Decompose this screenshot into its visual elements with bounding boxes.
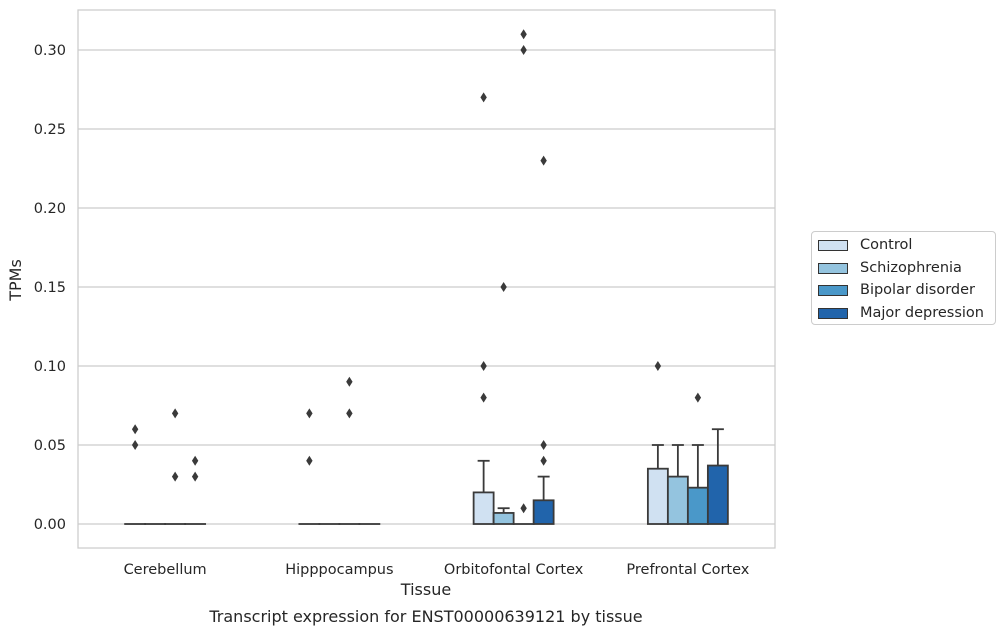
legend-label-bipolar-disorder: Bipolar disorder bbox=[860, 282, 975, 298]
legend-swatch-major-depression bbox=[818, 307, 848, 319]
outlier-point bbox=[346, 376, 353, 387]
outlier-point bbox=[694, 392, 702, 403]
y-tick-label: 0.20 bbox=[34, 201, 66, 217]
outlier-point bbox=[346, 408, 353, 419]
bar bbox=[686, 486, 709, 525]
y-tick-label: 0.00 bbox=[34, 517, 66, 533]
legend-item-major-depression: Major depression bbox=[818, 303, 984, 323]
bar bbox=[472, 491, 495, 525]
legend-label-control: Control bbox=[860, 237, 913, 253]
plot-area-frame bbox=[77, 9, 776, 549]
outlier-point bbox=[306, 408, 313, 419]
y-tick-label: 0.05 bbox=[34, 438, 66, 454]
outlier-point bbox=[654, 361, 662, 371]
y-tick-label: 0.10 bbox=[34, 359, 66, 375]
x-tick-label: Cerebellum bbox=[124, 562, 207, 578]
outlier-point bbox=[131, 440, 139, 450]
y-tick-label: 0.25 bbox=[34, 122, 66, 138]
legend-swatch-schizophrenia bbox=[818, 262, 848, 274]
x-tick-label: Hipppocampus bbox=[285, 562, 393, 578]
outlier-point bbox=[171, 408, 179, 419]
y-axis-label: TPMs bbox=[6, 259, 25, 302]
legend-label-major-depression: Major depression bbox=[860, 305, 984, 321]
x-tick-label: Orbitofontal Cortex bbox=[444, 562, 584, 578]
outlier-point bbox=[540, 440, 547, 450]
outlier-point bbox=[540, 455, 547, 466]
outlier-point bbox=[500, 282, 507, 292]
x-tick-label: Prefrontal Cortex bbox=[626, 562, 749, 578]
data-marks bbox=[124, 29, 729, 525]
legend-swatch-bipolar-disorder bbox=[818, 284, 848, 296]
outlier-point bbox=[191, 455, 199, 466]
y-tick-label: 0.30 bbox=[34, 43, 66, 59]
bar bbox=[646, 467, 669, 525]
legend-item-control: Control bbox=[818, 235, 912, 255]
legend-item-bipolar-disorder: Bipolar disorder bbox=[818, 280, 975, 300]
outlier-point bbox=[540, 155, 547, 166]
outlier-point bbox=[171, 471, 179, 482]
outlier-point bbox=[520, 45, 527, 55]
chart-title: Transcript expression for ENST0000063912… bbox=[208, 607, 642, 626]
outlier-point bbox=[306, 455, 313, 466]
bar bbox=[532, 499, 555, 525]
tick-labels: 0.00 0.05 0.10 0.15 0.20 0.25 0.30 Cerebellum Hi… bbox=[34, 43, 750, 578]
outlier-point bbox=[480, 361, 487, 371]
legend-item-schizophrenia: Schizophrenia bbox=[818, 258, 962, 278]
legend: Control Schizophrenia Bipolar disorder M… bbox=[811, 231, 996, 325]
outlier-point bbox=[480, 92, 487, 103]
outlier-point bbox=[520, 29, 527, 40]
bar bbox=[492, 512, 515, 525]
outlier-point bbox=[520, 503, 527, 514]
outlier-point bbox=[191, 471, 199, 482]
bar bbox=[666, 475, 689, 525]
legend-swatch-control bbox=[818, 239, 848, 251]
x-axis-label: Tissue bbox=[400, 580, 451, 599]
legend-label-schizophrenia: Schizophrenia bbox=[860, 260, 962, 276]
outlier-point bbox=[480, 392, 487, 403]
outlier-point bbox=[131, 424, 139, 435]
gridlines bbox=[78, 49, 775, 525]
y-tick-label: 0.15 bbox=[34, 280, 66, 296]
bar bbox=[706, 464, 729, 525]
